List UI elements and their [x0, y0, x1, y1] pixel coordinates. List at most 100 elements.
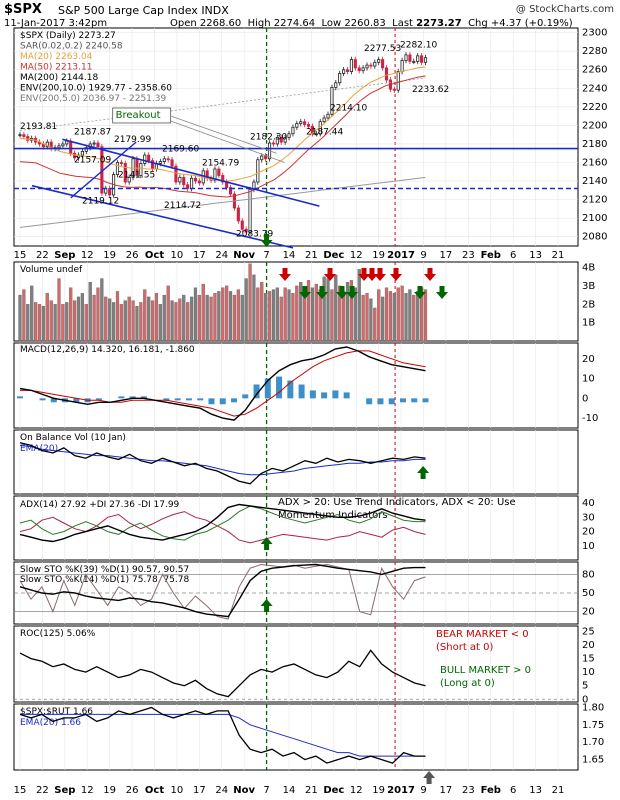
candle-body: [408, 54, 412, 62]
volume-bar: [400, 285, 404, 342]
candle-body: [178, 176, 182, 183]
volume-bar: [178, 298, 182, 342]
candle-body: [143, 154, 147, 164]
macd-histogram-bar: [276, 376, 283, 399]
ratio-y-tick-label: 1.65: [582, 755, 604, 766]
candle-body: [244, 228, 248, 233]
volume-bar: [213, 293, 217, 342]
price-annotation: 2187.44: [306, 128, 343, 138]
macd-line: [19, 346, 426, 421]
candle-body: [369, 64, 373, 67]
volume-bar: [166, 285, 170, 342]
price-annotation: 2114.72: [164, 201, 201, 211]
volume-bar: [61, 304, 65, 342]
price-y-tick-label: 2140: [582, 176, 607, 187]
roc-bull-note: BULL MARKET > 0: [440, 665, 531, 676]
price-y-tick-label: 2220: [582, 102, 607, 113]
volume-red-arrow: [324, 268, 336, 281]
price-x-axis-tick-label: 6: [510, 250, 516, 261]
price-legend-item: MA(20) 2263.04: [20, 52, 93, 62]
volume-bar: [205, 294, 209, 342]
chart-symbol: $SPX: [4, 2, 42, 17]
volume-bar: [326, 278, 330, 342]
price-x-axis-tick-label: 13: [529, 250, 542, 261]
ratio-legend: $SPX:$RUT 1.66: [20, 707, 93, 717]
volume-bar: [201, 283, 205, 342]
price-legend-item: ENV(200,10.0) 1929.77 - 2358.60: [20, 84, 172, 94]
price-x-axis-tick-label: 24: [215, 250, 228, 261]
adx-line: [19, 503, 426, 543]
volume-bar: [381, 296, 385, 342]
volume-bar: [143, 289, 147, 342]
high-label: High: [247, 18, 271, 29]
candle-body: [287, 133, 291, 138]
volume-red-arrow: [358, 268, 370, 281]
macd-histogram-bar: [231, 398, 238, 403]
candle-body: [170, 159, 174, 167]
candle-body: [400, 60, 404, 73]
price-y-tick-label: 2120: [582, 195, 607, 206]
candle-body: [108, 188, 112, 196]
price-y-tick-label: 2260: [582, 65, 607, 76]
candle-body: [365, 64, 369, 69]
volume-legend: Volume undef: [20, 265, 83, 275]
volume-bar: [228, 291, 233, 342]
volume-bar: [392, 293, 396, 342]
macd-histogram-bar: [332, 390, 339, 399]
macd-histogram-bar: [17, 396, 23, 399]
bottom-x-axis-tick-label: 12: [81, 785, 94, 796]
bottom-x-axis-tick-label: 7: [263, 785, 269, 796]
price-x-axis-tick-label: 17: [440, 250, 453, 261]
bottom-x-axis-tick-label: Feb: [481, 785, 501, 796]
volume-bar: [139, 302, 143, 342]
roc-bear-subnote: (Short at 0): [436, 642, 494, 653]
volume-bar: [100, 278, 104, 342]
volume-bar: [248, 263, 252, 342]
candle-body: [197, 180, 201, 184]
volume-green-arrow: [299, 286, 311, 299]
macd-histogram-bar: [388, 398, 395, 405]
price-x-axis-tick-label: 7: [263, 250, 269, 261]
volume-bar: [423, 289, 428, 342]
volume-bar: [306, 280, 311, 342]
volume-bar: [416, 291, 420, 342]
candle-body: [119, 162, 123, 164]
ratio-ema-line: [20, 713, 426, 757]
candle-body: [57, 145, 61, 149]
candle-body: [373, 61, 377, 67]
quote-summary: Open 2268.60 High 2274.64 Low 2260.83 La…: [170, 18, 573, 29]
candle-body: [260, 155, 264, 161]
volume-bar: [49, 300, 53, 342]
bottom-x-axis-tick-label: 17: [193, 785, 206, 796]
candle-body: [22, 134, 26, 137]
sto-signal-arrow: [260, 599, 273, 612]
obv-signal-arrow: [417, 466, 430, 479]
volume-bar: [275, 287, 279, 342]
chart-security-name: S&P 500 Large Cap Index INDX: [58, 4, 229, 17]
volume-bar: [209, 296, 213, 342]
macd-y-tick-label: -10: [582, 413, 598, 424]
price-annotation: 2083.79: [236, 230, 273, 240]
candle-body: [381, 59, 385, 69]
volume-bar: [369, 298, 373, 342]
volume-red-arrow: [390, 268, 402, 281]
adx-signal-arrow: [260, 537, 273, 550]
candle-body: [423, 57, 428, 63]
bottom-x-axis-tick-label: 23: [462, 785, 475, 796]
bottom-x-axis-tick-label: Oct: [145, 785, 164, 796]
volume-bar: [283, 287, 287, 342]
volume-bar: [267, 291, 272, 342]
macd-histogram-bar: [219, 398, 226, 405]
volume-bar: [299, 282, 303, 342]
volume-bar: [349, 280, 354, 342]
bottom-x-axis-tick-label: 13: [529, 785, 542, 796]
candle-body: [96, 142, 100, 148]
candle-body: [264, 155, 268, 160]
candle-body: [127, 176, 131, 183]
price-annotation: 2141.55: [118, 170, 155, 180]
roc-y-tick-label: 25: [582, 626, 595, 637]
adx-y-tick-label: 30: [582, 512, 595, 523]
price-x-axis-tick-label: 21: [305, 250, 318, 261]
volume-bar: [232, 294, 237, 342]
sto-legend-14: Slow STO %K(14) %D(1) 75.78, 75.78: [20, 575, 190, 585]
